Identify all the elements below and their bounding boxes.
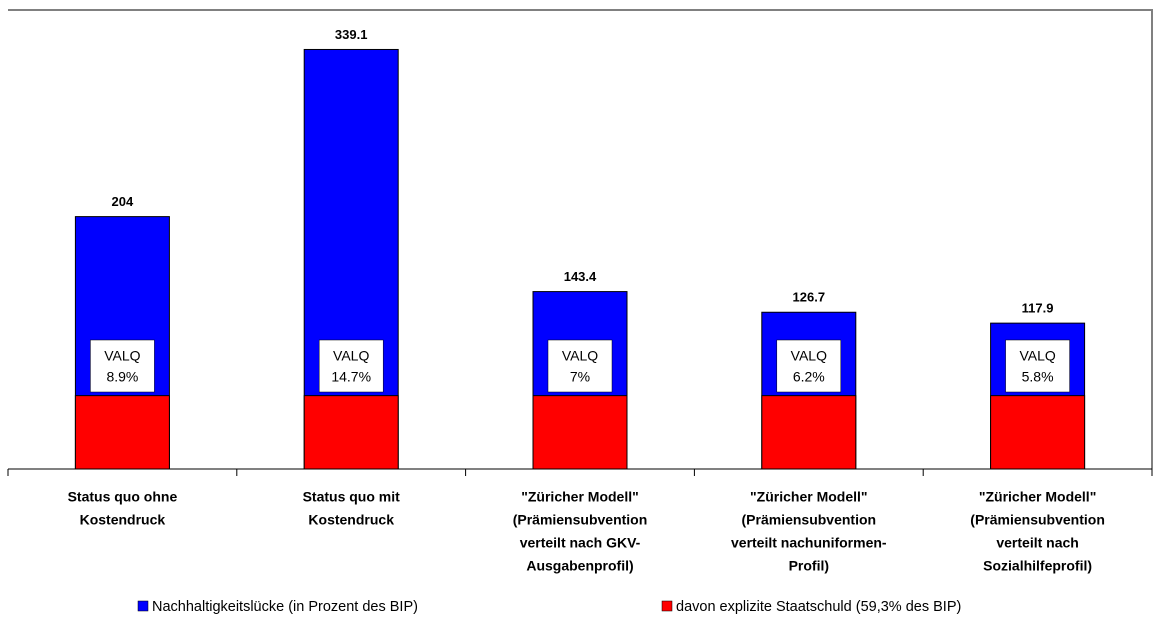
x-tick-label: "Züricher Modell": [521, 489, 639, 505]
legend-label: davon explizite Staatschuld (59,3% des B…: [676, 599, 961, 615]
annotation: VALQ: [104, 348, 140, 364]
annotation: VALQ: [791, 348, 827, 364]
legend-swatch: [137, 600, 149, 612]
x-tick-label: Kostendruck: [80, 512, 166, 528]
annotation-box: [318, 339, 384, 393]
x-tick-label: verteilt nachuniformen-: [731, 535, 887, 551]
bar: [990, 395, 1086, 470]
annotation-box: [90, 339, 155, 393]
annotation: VALQ: [333, 348, 369, 364]
x-tick-label: "Züricher Modell": [979, 489, 1097, 505]
annotation: 6.2%: [793, 369, 825, 385]
annotation: 14.7%: [331, 369, 371, 385]
value-label: 117.9: [1022, 301, 1054, 316]
x-tick-label: (Prämiensubvention: [970, 512, 1105, 528]
x-tick-label: Profil): [789, 558, 829, 574]
value-label: 204: [112, 194, 134, 209]
annotation-box: [547, 339, 613, 393]
bar: [761, 395, 857, 470]
x-tick-label: (Prämiensubvention: [513, 512, 648, 528]
x-tick-label: verteilt nach GKV-: [520, 535, 641, 551]
value-label: 339.1: [335, 27, 368, 42]
annotation: 8.9%: [106, 369, 138, 385]
annotation-box: [1005, 339, 1070, 393]
x-tick-label: Status quo mit: [303, 489, 401, 505]
x-tick-label: Sozialhilfeprofil): [983, 558, 1092, 574]
value-label: 143.4: [564, 269, 597, 284]
bar: [532, 395, 628, 470]
value-label: 126.7: [793, 290, 826, 305]
legend-swatch: [661, 600, 673, 612]
x-tick-label: "Züricher Modell": [750, 489, 868, 505]
x-tick-label: Kostendruck: [308, 512, 394, 528]
legend-label: Nachhaltigkeitslücke (in Prozent des BIP…: [152, 599, 418, 615]
annotation: VALQ: [1019, 348, 1055, 364]
bar: [74, 395, 170, 470]
annotation: 5.8%: [1022, 369, 1054, 385]
bar: [303, 395, 399, 470]
plot-frame: [8, 9, 1153, 469]
annotation: 7%: [570, 369, 590, 385]
annotation: VALQ: [562, 348, 598, 364]
x-tick-label: verteilt nach: [996, 535, 1078, 551]
annotation-box: [776, 339, 842, 393]
x-tick-label: Ausgabenprofil): [526, 558, 633, 574]
x-tick-label: (Prämiensubvention: [742, 512, 877, 528]
x-tick-label: Status quo ohne: [68, 489, 178, 505]
